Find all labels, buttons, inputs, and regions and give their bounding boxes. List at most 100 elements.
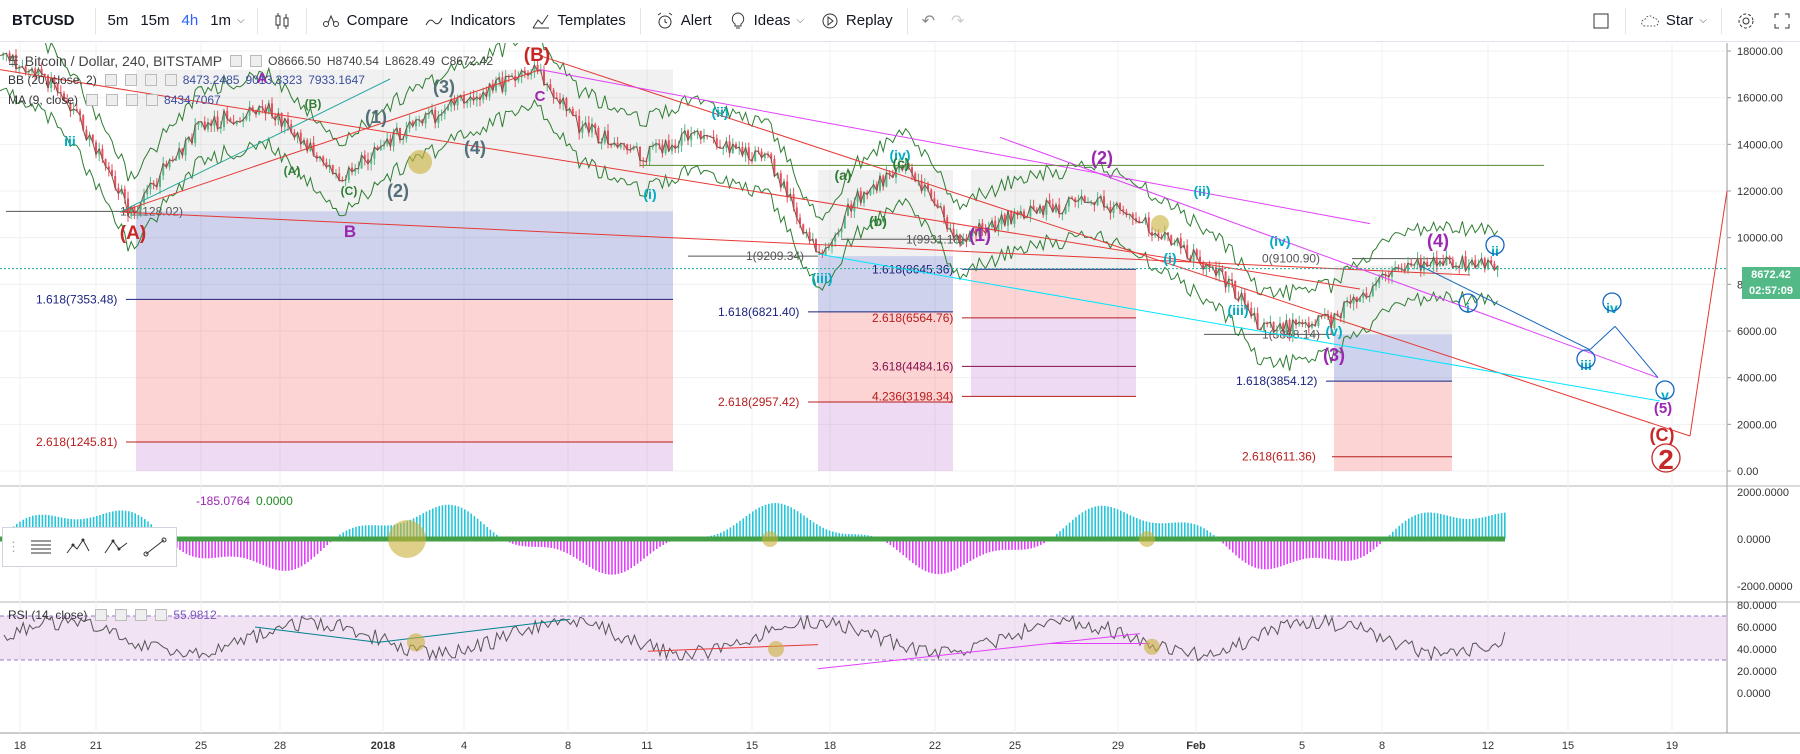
templates-button[interactable]: Templates	[523, 0, 633, 42]
legend-toggle[interactable]	[106, 94, 119, 106]
chevron-down-icon[interactable]: ⌵	[237, 15, 245, 26]
candle-body	[213, 116, 216, 126]
candle-body	[1336, 313, 1339, 316]
candle-body	[1416, 258, 1419, 265]
wave-tool-button[interactable]	[62, 531, 96, 563]
candle-body	[248, 107, 251, 116]
candle-body	[1451, 259, 1454, 268]
candle-body	[1051, 204, 1054, 213]
candle-body	[815, 239, 817, 252]
candle-body	[930, 189, 933, 199]
candle-body	[293, 131, 296, 138]
candle-body	[1330, 314, 1333, 329]
wave-label: (2)	[387, 181, 409, 201]
legend-toggle[interactable]	[146, 94, 159, 106]
legend-toggle[interactable]	[115, 609, 128, 621]
wave-label: (B)	[524, 45, 550, 66]
legend-toggle[interactable]	[135, 609, 148, 621]
candle-body	[226, 110, 229, 119]
legend-toggle[interactable]	[250, 55, 263, 67]
chevron-down-icon[interactable]: ⌵	[1699, 15, 1707, 26]
chart-canvas[interactable]: 18 21 25 28 2018 4 8 11 15 18 22 25 29 Feb 5 8 12 15 19 180…	[0, 43, 1800, 754]
candle-body	[386, 138, 389, 145]
legend-toggle[interactable]	[95, 609, 108, 621]
abc-wave-tool-button[interactable]	[100, 531, 134, 563]
wave-label: (iii)	[812, 270, 833, 286]
candle-body	[517, 77, 520, 81]
candle-body	[379, 146, 382, 150]
candle-body	[482, 92, 485, 100]
candle-body	[347, 167, 350, 180]
candle-body	[1352, 296, 1355, 304]
redo-button[interactable]: ↷	[943, 0, 972, 42]
fib-level-label: 3.618(4484.16)	[872, 359, 953, 373]
fib-zone	[971, 317, 1136, 397]
candle-body	[1365, 292, 1368, 298]
wave-label: (C)	[341, 184, 358, 198]
candle-body	[1135, 218, 1137, 221]
legend-menu-icon[interactable]: ☰	[8, 54, 19, 68]
candle-body	[34, 68, 37, 76]
interval-5m[interactable]: 5m	[102, 0, 135, 42]
undo-button[interactable]: ↶	[914, 0, 943, 42]
alert-button[interactable]: Alert	[647, 0, 720, 42]
fullscreen-layout-button[interactable]	[1583, 0, 1619, 42]
candle-body	[1448, 256, 1451, 260]
candle-body	[1247, 303, 1249, 308]
drag-handle[interactable]: ⋮	[7, 539, 20, 554]
chart-area[interactable]: 18 21 25 28 2018 4 8 11 15 18 22 25 29 Feb 5 8 12 15 19 180…	[0, 43, 1800, 754]
legend-toggle[interactable]	[124, 74, 137, 86]
replay-button[interactable]: Replay	[812, 0, 901, 42]
candle-body	[994, 220, 997, 232]
legend-toggle[interactable]	[230, 55, 243, 67]
symbol-search[interactable]: BTCUSD	[0, 0, 89, 42]
bb-legend: BB (20, close, 2) 8473.2485 9013.3323 79…	[8, 73, 365, 87]
highlight-circle	[1139, 531, 1155, 547]
wave-label: (3)	[1323, 345, 1345, 365]
candle-body	[1215, 267, 1217, 276]
candle-body	[555, 97, 558, 99]
trendline-tool-button[interactable]	[138, 531, 172, 563]
candle-body	[2, 54, 5, 56]
candle-body	[463, 95, 465, 104]
star-button[interactable]: Star ⌵	[1632, 0, 1715, 42]
price-axis-label: 12000.00	[1737, 186, 1783, 198]
fib-zone	[1334, 381, 1452, 471]
candle-body	[843, 215, 846, 229]
legend-toggle[interactable]	[164, 74, 177, 86]
time-axis-label: 11	[641, 740, 652, 752]
chart-type-button[interactable]	[264, 0, 300, 42]
cloud-icon	[1641, 14, 1659, 26]
legend-toggle[interactable]	[104, 74, 117, 86]
time-axis-label: 21	[90, 740, 102, 752]
lines-tool-button[interactable]	[24, 531, 58, 563]
ideas-button[interactable]: Ideas ⌵	[720, 0, 812, 42]
indicators-button[interactable]: Indicators	[416, 0, 523, 42]
candle-body	[795, 207, 798, 218]
candle-body	[1199, 256, 1201, 264]
candle-body	[578, 116, 581, 133]
legend-toggle[interactable]	[86, 94, 99, 106]
fib-level-label: 1.618(8645.36)	[872, 262, 953, 276]
candle-body	[79, 110, 81, 116]
interval-4h[interactable]: 4h	[176, 0, 205, 42]
candle-body	[530, 72, 533, 76]
candle-body	[322, 156, 325, 163]
interval-1m[interactable]: 1m ⌵	[204, 0, 250, 42]
legend-toggle[interactable]	[155, 609, 168, 621]
settings-button[interactable]	[1728, 0, 1764, 42]
candle-body	[1163, 232, 1166, 239]
candle-body	[1442, 261, 1445, 266]
chevron-down-icon[interactable]: ⌵	[796, 15, 804, 26]
legend-toggle[interactable]	[144, 74, 157, 86]
candle-body	[1221, 268, 1224, 272]
candle-body	[623, 143, 625, 145]
candle-body	[91, 134, 94, 143]
compare-button[interactable]: Compare	[313, 0, 417, 42]
interval-15m[interactable]: 15m	[134, 0, 175, 42]
rsi-trend-line	[647, 644, 819, 652]
legend-toggle[interactable]	[126, 94, 139, 106]
candle-body	[523, 70, 526, 73]
fullscreen-button[interactable]	[1764, 0, 1800, 42]
candle-body	[75, 108, 78, 111]
